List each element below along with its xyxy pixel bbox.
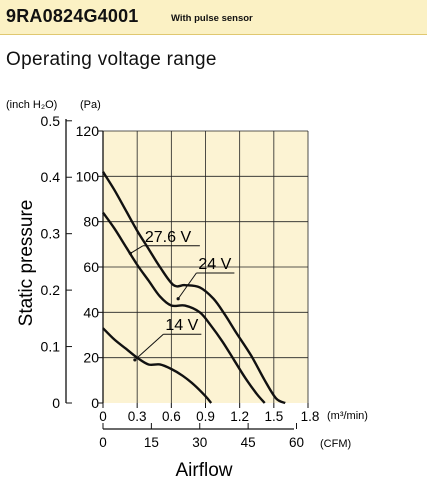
y-unit-left: (inch H₂O) <box>6 99 57 111</box>
x-tick-label: 0.9 <box>196 409 215 424</box>
y-unit-right: (Pa) <box>80 99 101 111</box>
series-leader-dot-1 <box>176 297 180 301</box>
y-tick-label-inch: 0.4 <box>41 169 61 185</box>
y-tick-label-pa: 20 <box>83 350 99 366</box>
x-tick-label: 1.8 <box>301 409 320 424</box>
y-axis-title: Static pressure <box>16 200 37 327</box>
y-tick-label-pa: 40 <box>83 304 99 320</box>
cfm-tick-label: 30 <box>192 435 207 450</box>
series-layer: 27.6 V 24 V 14 V <box>101 171 286 405</box>
y-tick-label-pa: 0 <box>91 395 99 411</box>
series-leader-1 <box>177 272 197 300</box>
cfm-tick-label: 15 <box>144 435 159 450</box>
x-tick-label: 0.6 <box>162 409 181 424</box>
cfm-tick-label: 60 <box>289 435 304 450</box>
cfm-tick-label: 45 <box>241 435 256 450</box>
header-bar: 9RA0824G4001 With pulse sensor <box>0 0 427 35</box>
x-tick-label: 0 <box>99 409 107 424</box>
section-title: Operating voltage range <box>6 49 217 70</box>
y-tick-label-inch: 0.2 <box>41 282 61 298</box>
model-number: 9RA0824G4001 <box>6 6 139 26</box>
y-tick-label-inch: 0.3 <box>41 226 61 242</box>
series-line-0 <box>101 171 286 405</box>
y-tick-label-inch: 0.5 <box>41 113 61 129</box>
series-label-0: 27.6 V <box>145 229 192 246</box>
y-tick-label-inch: 0 <box>52 395 60 411</box>
series-leader-dot-2 <box>133 358 137 362</box>
y-tick-label-pa: 100 <box>76 168 100 184</box>
x-tick-label: 1.5 <box>264 409 283 424</box>
series-label-2: 14 V <box>165 317 198 334</box>
y-tick-label-pa: 120 <box>76 123 100 139</box>
x-tick-label: 1.2 <box>230 409 249 424</box>
x-unit-secondary: (CFM) <box>320 438 351 450</box>
series-line-1 <box>102 211 266 404</box>
tick-layer: 0 0.3 0.6 0.9 1.2 1.5 1.8 0 20 40 60 80 100 120 0 0.1 0.… <box>41 113 320 450</box>
model-subtitle: With pulse sensor <box>171 13 253 24</box>
y-tick-label-pa: 80 <box>83 214 99 230</box>
grid <box>103 130 309 403</box>
y-tick-label-pa: 60 <box>83 259 99 275</box>
y-tick-label-inch: 0.1 <box>41 339 61 355</box>
x-axis-title: Airflow <box>175 460 232 481</box>
series-label-1: 24 V <box>198 256 231 273</box>
x-unit-primary: (m³/min) <box>327 410 368 422</box>
series-line-2 <box>102 327 213 404</box>
series-leader-2 <box>134 333 164 361</box>
series-leader-0 <box>130 245 144 254</box>
x-tick-label: 0.3 <box>128 409 147 424</box>
cfm-tick-label: 0 <box>99 435 107 450</box>
